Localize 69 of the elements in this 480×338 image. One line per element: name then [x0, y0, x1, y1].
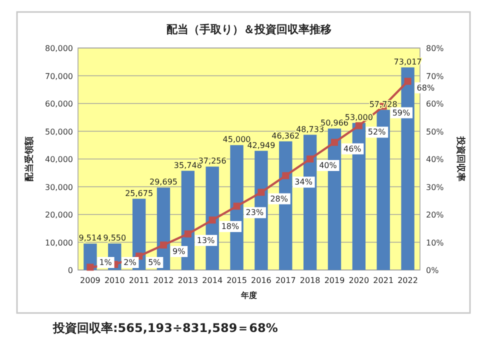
x-tick-label: 2019	[324, 276, 345, 285]
point	[233, 202, 240, 210]
y2-tick-label: 20%	[426, 210, 444, 220]
data-label: 25,675	[125, 188, 154, 198]
y-tick-label: 10,000	[45, 238, 73, 248]
point	[258, 188, 265, 196]
data-label: 9,550	[103, 234, 126, 242]
y2-tick-label: 30%	[426, 182, 444, 192]
y2-tick-label: 40%	[426, 155, 444, 164]
x-tick-label: 2022	[398, 276, 418, 285]
x-tick-label: 2010	[104, 276, 125, 285]
data-label: 40%	[319, 161, 338, 170]
x-tick-label: 2009	[80, 276, 100, 285]
data-label: 9,514	[78, 234, 102, 243]
y-tick-label: 70,000	[45, 72, 73, 81]
data-label: 28%	[270, 194, 288, 204]
x-tick-label: 2021	[373, 276, 394, 285]
x-tick-label: 2012	[153, 276, 174, 285]
point	[282, 172, 290, 180]
data-label: 9%	[172, 247, 186, 256]
y2-tick-label: 10%	[426, 238, 444, 248]
data-label: 5%	[148, 258, 162, 267]
y-tick-label: 60,000	[45, 100, 73, 108]
y-tick-label: 40,000	[45, 155, 73, 164]
point	[355, 122, 362, 130]
y-tick-label: 30,000	[45, 182, 73, 192]
x-tick-label: 2016	[251, 276, 272, 285]
y-tick-label: 50,000	[45, 127, 73, 136]
data-label: 2%	[124, 258, 137, 267]
y2-tick-label: 50%	[426, 127, 444, 136]
x-tick-label: 2018	[300, 276, 320, 285]
point	[184, 230, 192, 238]
data-label: 59%	[392, 108, 411, 118]
y2-tick-label: 70%	[426, 72, 444, 81]
x-tick-label: 2015	[226, 276, 247, 285]
y2-tick-label: 60%	[426, 100, 444, 108]
data-label: 42,949	[247, 140, 276, 150]
data-label: 13%	[196, 236, 216, 245]
x-tick-label: 2011	[128, 276, 150, 285]
x-tick-label: 2020	[348, 276, 370, 285]
y-tick-label: 0	[68, 266, 73, 275]
data-label: 46,362	[272, 131, 300, 140]
chart-title: 配当（手取り）＆投資回収率推移	[166, 23, 332, 36]
data-label: 73,017	[394, 57, 422, 66]
point	[331, 138, 338, 146]
point	[86, 264, 94, 271]
x-tick-label: 2014	[202, 276, 223, 285]
y2-tick-label: 0%	[426, 266, 440, 275]
data-label: 18%	[221, 222, 240, 232]
point	[306, 156, 314, 162]
y-tick-label: 80,000	[45, 44, 73, 53]
point	[208, 216, 216, 224]
x-tick-label: 2013	[178, 276, 198, 285]
y2-axis-title: 投資回収率	[455, 136, 466, 182]
x-tick-label: 2017	[275, 276, 296, 285]
data-label: 29,695	[150, 178, 178, 187]
data-label: 34%	[294, 178, 313, 187]
point	[404, 78, 412, 85]
x-axis-title: 年度	[240, 290, 257, 300]
data-label: 1%	[99, 258, 112, 267]
data-label: 46%	[344, 144, 362, 154]
y-axis-title: 配当受領額	[24, 136, 35, 182]
data-label: 68%	[416, 83, 435, 92]
text: 投資回収率:565,193÷831,589＝68%	[52, 321, 278, 335]
point	[160, 242, 167, 249]
y-tick-label: 20,000	[45, 210, 73, 220]
data-label: 23%	[246, 208, 264, 218]
data-label: 52%	[368, 128, 386, 137]
y2-tick-label: 80%	[426, 44, 444, 53]
